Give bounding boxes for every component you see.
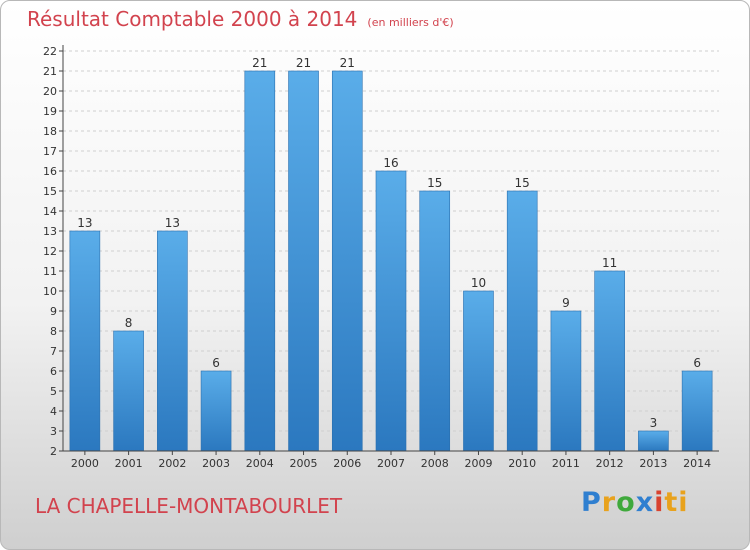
bar [681, 370, 713, 452]
proxiti-logo[interactable]: Proxiti [581, 487, 689, 518]
x-tick-label: 2003 [202, 457, 230, 470]
bars [69, 70, 713, 452]
y-tick-label: 5 [50, 385, 57, 398]
y-tick-label: 8 [50, 325, 57, 338]
y-tick-label: 4 [50, 405, 57, 418]
x-tick-label: 2001 [115, 457, 143, 470]
bar [113, 330, 144, 452]
bar-value-label: 13 [165, 216, 180, 230]
x-tick-label: 2010 [508, 457, 536, 470]
x-tick-label: 2005 [290, 457, 318, 470]
bar-value-label: 21 [340, 56, 355, 70]
bar [331, 70, 363, 452]
bar [375, 170, 407, 452]
y-tick-label: 9 [50, 305, 57, 318]
y-tick-label: 22 [43, 45, 57, 58]
logo-letter: P [581, 487, 602, 518]
bar [419, 190, 451, 452]
bar [463, 290, 494, 452]
logo-letter: o [616, 487, 636, 518]
logo-letter: ti [664, 487, 689, 518]
y-tick-label: 14 [43, 205, 57, 218]
bar [200, 370, 232, 452]
bar-value-label: 15 [515, 176, 530, 190]
y-tick-label: 6 [50, 365, 57, 378]
bar-value-label: 15 [427, 176, 442, 190]
x-tick-label: 2007 [377, 457, 405, 470]
x-tick-label: 2011 [552, 457, 580, 470]
chart-title-text: Résultat Comptable 2000 à 2014 [27, 7, 358, 31]
y-tick-label: 13 [43, 225, 57, 238]
bar-value-label: 13 [77, 216, 92, 230]
x-tick-label: 2008 [421, 457, 449, 470]
bar [594, 270, 625, 452]
bar [638, 430, 669, 452]
bar [288, 70, 319, 452]
logo-letter: r [601, 487, 617, 518]
x-tick-label: 2012 [596, 457, 624, 470]
x-tick-label: 2002 [158, 457, 186, 470]
logo-letter: x [635, 487, 655, 518]
bar [244, 70, 276, 452]
y-tick-label: 15 [43, 185, 57, 198]
chart-title: Résultat Comptable 2000 à 2014 (en millie… [27, 7, 454, 31]
bar-value-label: 6 [212, 356, 220, 370]
y-tick-label: 7 [50, 345, 57, 358]
bar-value-label: 21 [296, 56, 311, 70]
bar-value-label: 11 [602, 256, 617, 270]
x-tick-label: 2004 [246, 457, 274, 470]
y-tick-label: 18 [43, 125, 57, 138]
axes: 2 3 4 5 6 7 8 9 10 11 12 13 14 15 16 17 18 19 20 21 22 [43, 45, 719, 458]
y-tick-label: 3 [50, 425, 57, 438]
labels: 13 2000 8 2001 13 2002 6 2003 21 2004 21 2005 21 2006… [71, 56, 711, 470]
x-tick-label: 2000 [71, 457, 99, 470]
y-tick-label: 16 [43, 165, 57, 178]
y-tick-label: 10 [43, 285, 57, 298]
bar-value-label: 21 [252, 56, 267, 70]
y-tick-label: 17 [43, 145, 57, 158]
bar-value-label: 6 [693, 356, 701, 370]
y-tick-label: 12 [43, 245, 57, 258]
y-tick-label: 2 [50, 445, 57, 458]
logo-letter: i [654, 487, 665, 518]
bar-value-label: 10 [471, 276, 486, 290]
chart-unit: (en milliers d'€) [367, 16, 454, 29]
bar [506, 190, 538, 452]
town-name: LA CHAPELLE-MONTABOURLET [35, 494, 343, 518]
x-tick-label: 2009 [464, 457, 492, 470]
x-tick-label: 2013 [639, 457, 667, 470]
y-tick-label: 21 [43, 65, 57, 78]
bar [550, 310, 582, 452]
bar-value-label: 8 [125, 316, 133, 330]
x-tick-label: 2014 [683, 457, 711, 470]
bar [69, 230, 101, 452]
bar [157, 230, 188, 452]
x-tick-label: 2006 [333, 457, 361, 470]
bar-value-label: 9 [562, 296, 570, 310]
y-tick-label: 20 [43, 85, 57, 98]
y-tick-label: 11 [43, 265, 57, 278]
y-tick-label: 19 [43, 105, 57, 118]
bar-value-label: 3 [650, 416, 658, 430]
bar-value-label: 16 [383, 156, 398, 170]
